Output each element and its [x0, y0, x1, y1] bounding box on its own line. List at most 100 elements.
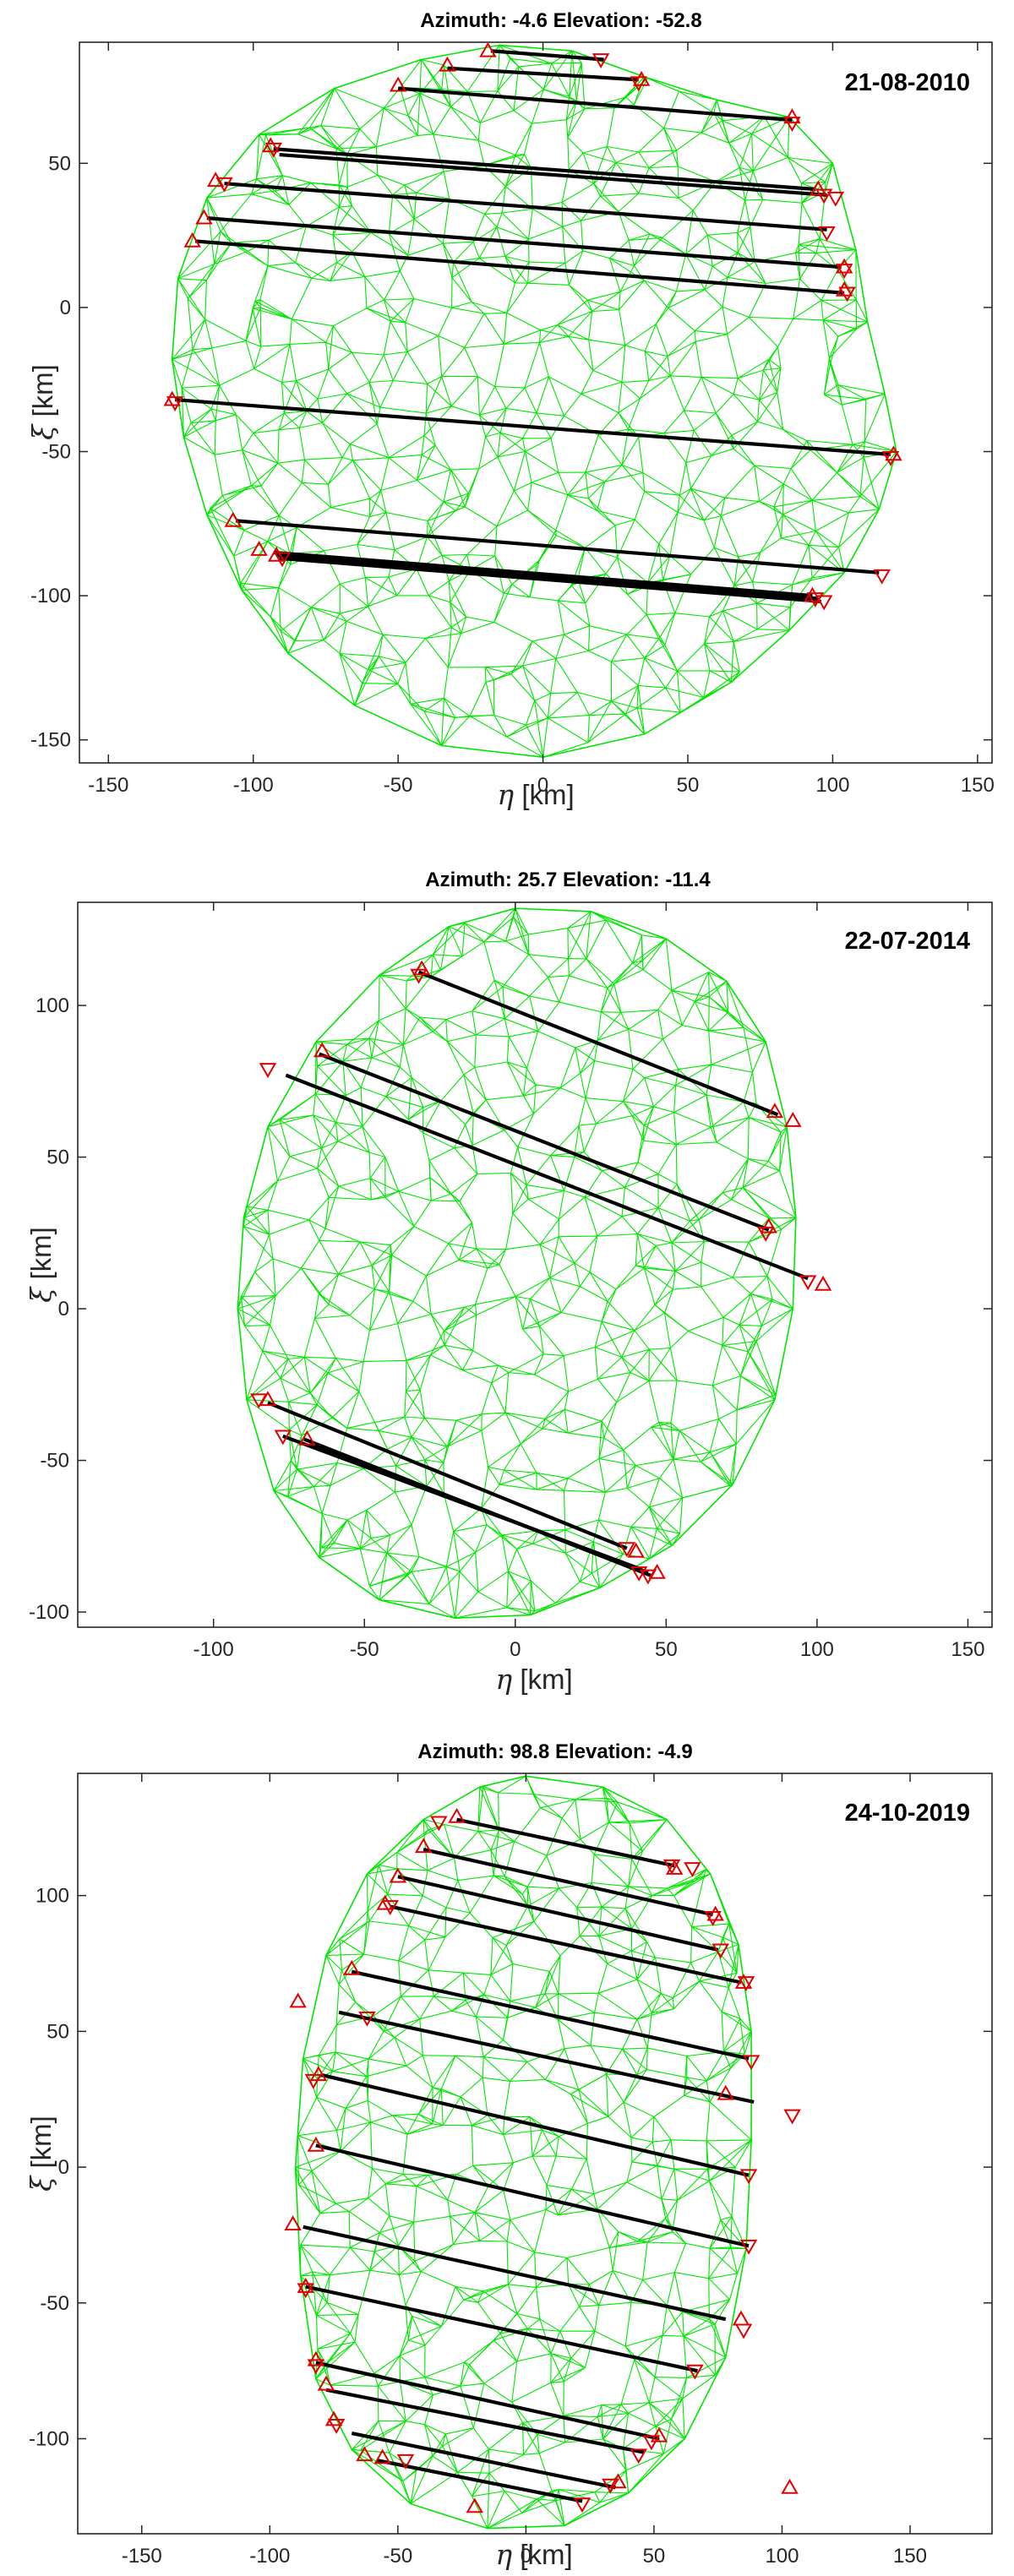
- mesh-edge: [322, 422, 351, 445]
- mesh-edge: [428, 595, 452, 628]
- mesh-edge: [459, 1201, 473, 1223]
- mesh-edge: [385, 2174, 428, 2185]
- mesh-edge: [626, 634, 646, 659]
- mesh-edge: [643, 1106, 654, 1126]
- mesh-edge: [244, 1326, 264, 1352]
- mesh-edge: [295, 380, 308, 411]
- mesh-edge: [658, 543, 671, 556]
- mesh-edge: [529, 995, 559, 1003]
- mesh-edge: [618, 398, 641, 413]
- mesh-edge: [354, 2341, 375, 2374]
- mesh-edge: [427, 501, 444, 521]
- mesh-edge: [428, 1160, 452, 1195]
- mesh-edge: [811, 499, 849, 514]
- mesh-edge: [608, 1822, 643, 1852]
- mesh-edge: [288, 1402, 303, 1436]
- mesh-edge: [532, 634, 564, 642]
- mesh-edge: [693, 412, 717, 431]
- mesh-edge: [476, 1248, 488, 1269]
- mesh-edge: [701, 1443, 737, 1462]
- mesh-edge: [691, 1923, 729, 1928]
- mesh-edge: [624, 1895, 652, 1909]
- mesh-edge: [499, 1484, 537, 1490]
- mesh-edge: [442, 242, 455, 263]
- mesh-edge: [455, 2285, 478, 2303]
- mesh-edge: [504, 995, 531, 1020]
- mesh-edge: [507, 2284, 518, 2314]
- mesh-edge: [469, 716, 507, 738]
- mesh-edge: [505, 934, 529, 942]
- mesh-edge: [320, 1147, 340, 1187]
- mesh-edge: [709, 2318, 716, 2325]
- mesh-edge: [373, 1996, 401, 2017]
- mesh-edge: [510, 673, 536, 701]
- mesh-edge: [373, 2251, 400, 2275]
- mesh-edge: [585, 602, 591, 626]
- mesh-edge: [346, 154, 379, 176]
- mesh-edge: [597, 2412, 629, 2418]
- mesh-edge: [298, 2184, 336, 2204]
- chord-line: [285, 1073, 809, 1281]
- mesh-edge: [679, 462, 687, 496]
- mesh-edge: [637, 2231, 673, 2242]
- mesh-edge: [275, 1267, 302, 1297]
- mesh-edge: [723, 2030, 752, 2052]
- mesh-edge: [482, 1785, 499, 1794]
- mesh-edge: [731, 435, 755, 466]
- mesh-edge: [279, 1119, 291, 1157]
- mesh-edge: [597, 1011, 602, 1041]
- mesh-edge: [581, 370, 594, 395]
- mesh-edge: [651, 1422, 672, 1428]
- y-tick-label: 50: [48, 152, 71, 175]
- mesh-edge: [359, 1241, 391, 1246]
- mesh-edge: [260, 485, 280, 516]
- mesh-edge: [584, 96, 626, 110]
- mesh-edge: [383, 634, 426, 640]
- marker-up-triangle: [307, 2350, 325, 2366]
- mesh-edge: [574, 1263, 581, 1287]
- mesh-edge: [859, 496, 880, 510]
- mesh-edge: [641, 1819, 668, 1852]
- mesh-edge: [396, 1819, 424, 1853]
- mesh-edge: [398, 1190, 415, 1227]
- x-tick-label: 50: [677, 774, 700, 797]
- mesh-edge: [674, 574, 692, 613]
- mesh-edge: [467, 90, 498, 93]
- mesh-edge: [539, 1312, 562, 1327]
- mesh-edge: [448, 580, 451, 602]
- mesh-edge: [624, 1886, 630, 1909]
- marker-down-triangle: [815, 188, 833, 204]
- mesh-edge: [267, 1126, 278, 1181]
- mesh-edge: [824, 394, 866, 400]
- mesh-edge: [657, 1144, 677, 1174]
- mesh-edge: [739, 2018, 745, 2055]
- mesh-edge: [586, 958, 608, 988]
- mesh-edge: [357, 543, 395, 551]
- mesh-edge: [300, 2274, 330, 2277]
- mesh-edge: [747, 1341, 757, 1353]
- mesh-edge: [472, 2490, 505, 2497]
- mesh-edge: [662, 2334, 684, 2337]
- mesh-edge: [402, 2173, 428, 2176]
- mesh-edge: [619, 309, 626, 346]
- mesh-edge: [187, 280, 207, 299]
- mesh-edge: [368, 662, 406, 671]
- mesh-edge: [280, 630, 296, 641]
- mesh-edge: [406, 2421, 425, 2426]
- mesh-edge: [615, 162, 640, 194]
- mesh-edge: [632, 934, 642, 964]
- mesh-edge: [726, 981, 729, 1013]
- mesh-edge: [673, 1286, 701, 1290]
- mesh-edge: [341, 444, 351, 458]
- mesh-edge: [586, 2159, 595, 2194]
- mesh-edge: [649, 1506, 680, 1534]
- mesh-edge: [346, 1519, 361, 1549]
- mesh-edge: [483, 907, 516, 943]
- mesh-edge: [630, 2138, 633, 2162]
- mesh-edge: [637, 1233, 672, 1244]
- mesh-edge: [649, 1497, 683, 1508]
- mesh-edge: [330, 2269, 371, 2276]
- mesh-edge: [701, 1241, 705, 1263]
- mesh-edge: [599, 195, 619, 212]
- mesh-edge: [648, 2402, 672, 2420]
